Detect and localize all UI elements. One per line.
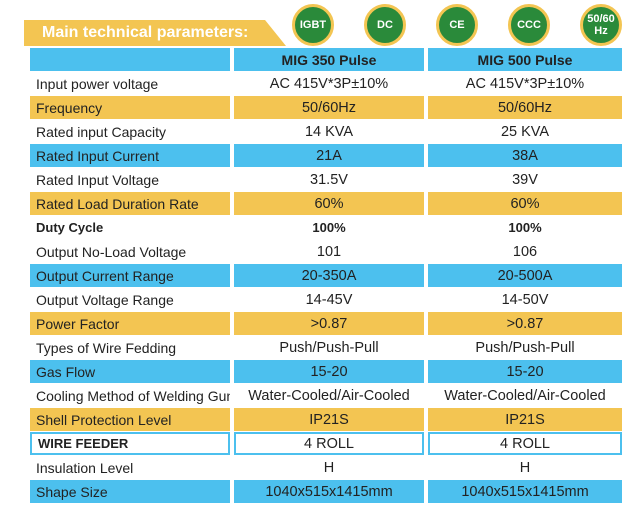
- badge: IGBT: [292, 4, 334, 46]
- title: Main technical parameters:: [24, 20, 286, 46]
- header-cell: MIG 350 Pulse: [234, 48, 424, 71]
- row: Input power voltage AC 415V*3P±10% AC 415V…: [30, 72, 622, 95]
- value-cell: 15-20: [428, 360, 622, 383]
- value-cell: 4 ROLL: [428, 432, 622, 455]
- row: Rated Input Current 21A 38A: [30, 144, 622, 167]
- value-cell: H: [323, 459, 335, 476]
- value-cell: 21A: [234, 144, 424, 167]
- value-cell: 1040x515x1415mm: [428, 480, 622, 503]
- row: Rated input Capacity 14 KVA 25 KVA: [30, 120, 622, 143]
- row: Shell Protection Level IP21S IP21S: [30, 408, 622, 431]
- value-cell: IP21S: [234, 408, 424, 431]
- label-cell: Power Factor: [30, 312, 230, 335]
- row: Output Current Range 20-350A 20-500A: [30, 264, 622, 287]
- label-cell: Insulation Level: [36, 459, 134, 476]
- value-cell: 100%: [508, 220, 542, 235]
- value-cell: H: [519, 459, 531, 476]
- label-cell: Gas Flow: [30, 360, 230, 383]
- spec-table: MIG 350 Pulse MIG 500 Pulse Input power …: [26, 47, 626, 504]
- value-cell: AC 415V*3P±10%: [465, 75, 585, 92]
- row: Rated Input Voltage 31.5V 39V: [30, 168, 622, 191]
- value-cell: >0.87: [428, 312, 622, 335]
- value-cell: Push/Push-Pull: [475, 339, 575, 356]
- label-cell: Frequency: [30, 96, 230, 119]
- value-cell: 50/60Hz: [428, 96, 622, 119]
- header-cell: [30, 48, 230, 71]
- value-cell: 31.5V: [310, 171, 348, 188]
- value-cell: AC 415V*3P±10%: [269, 75, 389, 92]
- row: WIRE FEEDER 4 ROLL 4 ROLL: [30, 432, 622, 455]
- badges: IGBT DC CE CCC 50/60 Hz: [292, 4, 622, 46]
- row: Rated Load Duration Rate 60% 60%: [30, 192, 622, 215]
- label-cell: Types of Wire Fedding: [36, 339, 177, 356]
- value-cell: 101: [316, 243, 342, 260]
- value-cell: 20-350A: [234, 264, 424, 287]
- badge: DC: [364, 4, 406, 46]
- value-cell: 14 KVA: [304, 123, 354, 140]
- row: Shape Size 1040x515x1415mm 1040x515x1415mm: [30, 480, 622, 503]
- label-cell: Output Voltage Range: [36, 291, 174, 308]
- badge: 50/60 Hz: [580, 4, 622, 46]
- label-cell: Rated input Capacity: [36, 123, 166, 140]
- value-cell: 106: [512, 243, 538, 260]
- header-row: MIG 350 Pulse MIG 500 Pulse: [30, 48, 622, 71]
- label-cell: Rated Input Current: [30, 144, 230, 167]
- label-cell: Shell Protection Level: [30, 408, 230, 431]
- value-cell: 15-20: [234, 360, 424, 383]
- value-cell: 14-50V: [501, 291, 549, 308]
- row: Types of Wire Fedding Push/Push-Pull Push/…: [30, 336, 622, 359]
- value-cell: Water-Cooled/Air-Cooled: [248, 387, 410, 404]
- value-cell: 14-45V: [305, 291, 353, 308]
- badge: CCC: [508, 4, 550, 46]
- row: Insulation Level H H: [30, 456, 622, 479]
- value-cell: 39V: [512, 171, 538, 188]
- badge: CE: [436, 4, 478, 46]
- value-cell: 38A: [428, 144, 622, 167]
- row: Gas Flow 15-20 15-20: [30, 360, 622, 383]
- row: Duty Cycle 100% 100%: [30, 216, 622, 239]
- value-cell: Push/Push-Pull: [279, 339, 379, 356]
- label-cell: WIRE FEEDER: [30, 432, 230, 455]
- value-cell: IP21S: [428, 408, 622, 431]
- label-cell: Cooling Method of Welding Gun: [36, 387, 230, 404]
- label-cell: Shape Size: [30, 480, 230, 503]
- header-cell: MIG 500 Pulse: [428, 48, 622, 71]
- value-cell: 100%: [312, 220, 346, 235]
- value-cell: 60%: [234, 192, 424, 215]
- value-cell: 1040x515x1415mm: [234, 480, 424, 503]
- row: Cooling Method of Welding Gun Water-Coole…: [30, 384, 622, 407]
- row: Output Voltage Range 14-45V 14-50V: [30, 288, 622, 311]
- value-cell: Water-Cooled/Air-Cooled: [444, 387, 606, 404]
- label-cell: Rated Input Voltage: [36, 171, 159, 188]
- value-cell: 25 KVA: [500, 123, 550, 140]
- row: Output No-Load Voltage 101 106: [30, 240, 622, 263]
- value-cell: 60%: [428, 192, 622, 215]
- label-cell: Duty Cycle: [36, 220, 104, 235]
- label-cell: Output No-Load Voltage: [36, 243, 187, 260]
- value-cell: 4 ROLL: [234, 432, 424, 455]
- label-cell: Output Current Range: [30, 264, 230, 287]
- value-cell: 20-500A: [428, 264, 622, 287]
- label-cell: Input power voltage: [36, 75, 159, 92]
- row: Frequency 50/60Hz 50/60Hz: [30, 96, 622, 119]
- label-cell: Rated Load Duration Rate: [30, 192, 230, 215]
- row: Power Factor >0.87 >0.87: [30, 312, 622, 335]
- value-cell: >0.87: [234, 312, 424, 335]
- value-cell: 50/60Hz: [234, 96, 424, 119]
